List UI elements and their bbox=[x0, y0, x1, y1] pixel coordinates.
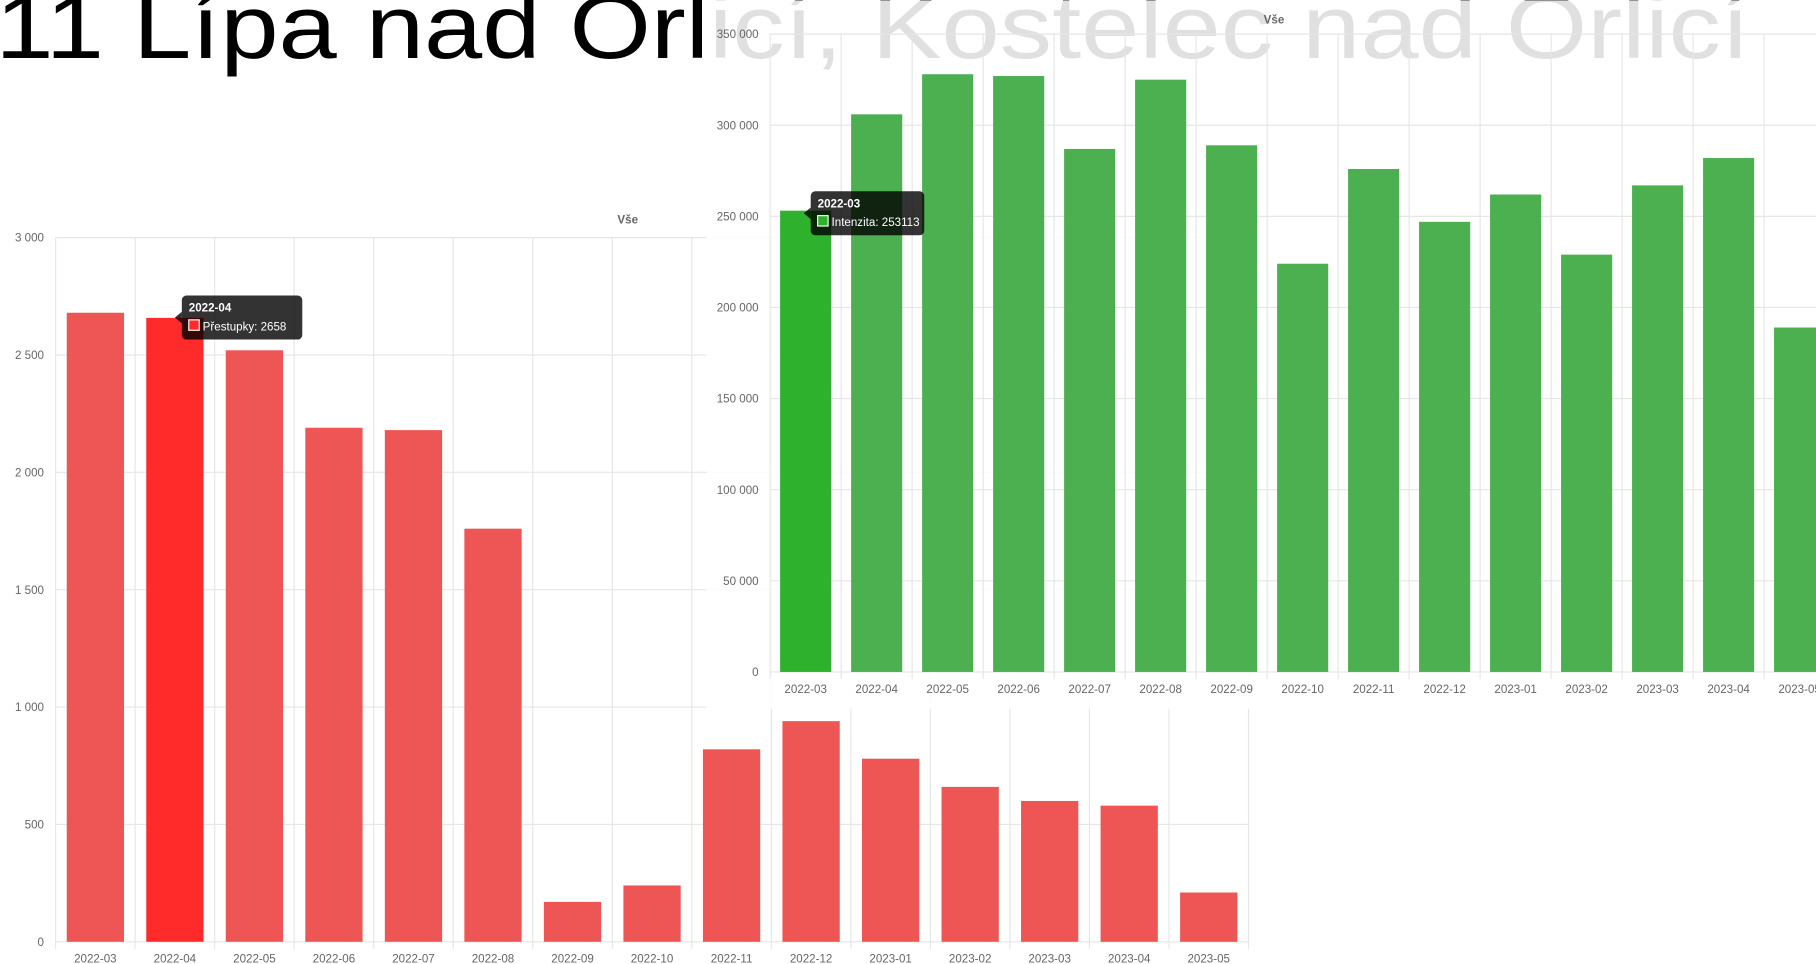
tooltip-title: 2022-04 bbox=[189, 303, 232, 315]
bar bbox=[464, 528, 522, 942]
x-tick-label: 2022-11 bbox=[1353, 684, 1395, 696]
y-tick-label: 300 000 bbox=[717, 120, 759, 132]
bar bbox=[146, 317, 204, 942]
bar bbox=[66, 312, 124, 942]
y-tick-label: 0 bbox=[38, 937, 44, 949]
x-tick-label: 2022-09 bbox=[1210, 684, 1253, 696]
x-tick-label: 2023-04 bbox=[1108, 954, 1151, 964]
x-tick-label: 2022-09 bbox=[551, 954, 593, 964]
tooltip-series-name: Přestupky bbox=[203, 321, 255, 333]
tooltip-series-name: Intenzita bbox=[832, 217, 876, 229]
bar bbox=[1703, 158, 1755, 672]
x-tick-label: 2023-05 bbox=[1778, 684, 1816, 696]
bar bbox=[1348, 168, 1400, 672]
bar bbox=[1180, 892, 1238, 942]
tooltip-separator: : bbox=[254, 321, 260, 333]
y-tick-label: 3 000 bbox=[15, 233, 44, 245]
y-tick-label: 250 000 bbox=[717, 211, 759, 223]
chart: 0 50 000 100 000 150 000 200 000 250 000 300 0… bbox=[706, 0, 1816, 709]
bar bbox=[993, 76, 1045, 672]
y-tick-label: 2 000 bbox=[15, 467, 44, 479]
bar bbox=[780, 210, 832, 672]
x-tick-label: 2023-02 bbox=[1565, 684, 1608, 696]
bar bbox=[305, 427, 363, 942]
y-tick-label: 2 500 bbox=[15, 350, 44, 362]
x-tick-label: 2022-08 bbox=[472, 954, 515, 964]
y-tick-label: 200 000 bbox=[717, 303, 759, 315]
x-tick-label: 2022-03 bbox=[784, 684, 827, 696]
x-tick-label: 2023-01 bbox=[1494, 684, 1537, 696]
y-tick-label: 100 000 bbox=[717, 485, 759, 497]
tooltip-arrow bbox=[803, 207, 811, 220]
bar bbox=[1064, 148, 1116, 672]
y-tick-label: 1 500 bbox=[15, 585, 44, 597]
bar bbox=[1021, 800, 1079, 942]
tooltip: 2022-03 Intenzita: 253113 bbox=[803, 191, 925, 236]
x-tick-label: 2022-10 bbox=[1281, 684, 1324, 696]
y-tick-label: 0 bbox=[752, 667, 758, 679]
x-tick-label: 2022-10 bbox=[631, 954, 674, 964]
tooltip-title: 2022-03 bbox=[818, 199, 861, 211]
bar bbox=[702, 749, 761, 942]
bar bbox=[922, 74, 974, 672]
y-tick-label: 500 bbox=[25, 819, 44, 831]
x-tick-label: 2022-05 bbox=[926, 684, 969, 696]
bar bbox=[1774, 327, 1816, 672]
bar bbox=[861, 758, 920, 942]
tooltip-box bbox=[181, 295, 303, 340]
x-tick-label: 2023-03 bbox=[1636, 684, 1679, 696]
x-tick-label: 2022-12 bbox=[790, 954, 833, 964]
bar bbox=[1100, 805, 1158, 942]
x-tick-label: 2023-05 bbox=[1187, 954, 1230, 964]
x-tick-label: 2023-04 bbox=[1707, 684, 1750, 696]
tooltip: 2022-04 Přestupky: 2658 bbox=[174, 295, 303, 340]
bar bbox=[1561, 254, 1613, 672]
bar bbox=[1277, 263, 1329, 672]
x-tick-label: 2022-04 bbox=[154, 954, 197, 964]
x-tick-label: 2022-06 bbox=[997, 684, 1040, 696]
bar bbox=[384, 430, 443, 942]
x-tick-label: 2022-12 bbox=[1423, 684, 1466, 696]
bar bbox=[1490, 194, 1542, 672]
x-tick-label: 2022-11 bbox=[711, 954, 753, 964]
y-tick-label: 50 000 bbox=[723, 576, 758, 588]
bar bbox=[623, 885, 681, 942]
bar bbox=[1206, 145, 1258, 672]
tooltip-arrow bbox=[174, 311, 182, 324]
x-tick-label: 2023-03 bbox=[1028, 954, 1071, 964]
x-tick-label: 2022-03 bbox=[74, 954, 117, 964]
chart: 0 500 1 000 1 500 2 000 2 500 3 000 Vše 2022-03 2… bbox=[15, 215, 1250, 964]
x-tick-label: 2022-04 bbox=[855, 684, 898, 696]
tooltip-value: 253113 bbox=[882, 217, 920, 229]
tooltip-separator: : bbox=[875, 217, 881, 229]
tooltip-swatch bbox=[817, 215, 829, 227]
y-tick-label: 350 000 bbox=[717, 29, 759, 41]
bar bbox=[225, 350, 284, 942]
bar bbox=[1135, 79, 1187, 672]
tooltip-box bbox=[810, 191, 925, 236]
bar bbox=[543, 901, 602, 942]
bar bbox=[941, 786, 999, 942]
bar bbox=[1632, 185, 1684, 672]
tooltip-label: Přestupky: 2658 bbox=[203, 321, 287, 333]
filter-label: Vše bbox=[1264, 14, 1285, 26]
bar bbox=[782, 721, 840, 942]
x-tick-label: 2022-07 bbox=[392, 954, 435, 964]
x-tick-label: 2022-05 bbox=[233, 954, 276, 964]
x-tick-label: 2023-01 bbox=[869, 954, 912, 964]
tooltip-swatch bbox=[188, 319, 200, 331]
tooltip-label: Intenzita: 253113 bbox=[832, 217, 920, 229]
filter-label: Vše bbox=[617, 215, 638, 227]
x-tick-label: 2022-07 bbox=[1068, 684, 1111, 696]
y-tick-label: 1 000 bbox=[15, 702, 44, 714]
x-tick-label: 2023-02 bbox=[949, 954, 992, 964]
bar bbox=[1419, 221, 1471, 672]
y-tick-label: 150 000 bbox=[717, 394, 759, 406]
tooltip-value: 2658 bbox=[261, 321, 287, 333]
x-tick-label: 2022-06 bbox=[313, 954, 356, 964]
x-tick-label: 2022-08 bbox=[1139, 684, 1182, 696]
